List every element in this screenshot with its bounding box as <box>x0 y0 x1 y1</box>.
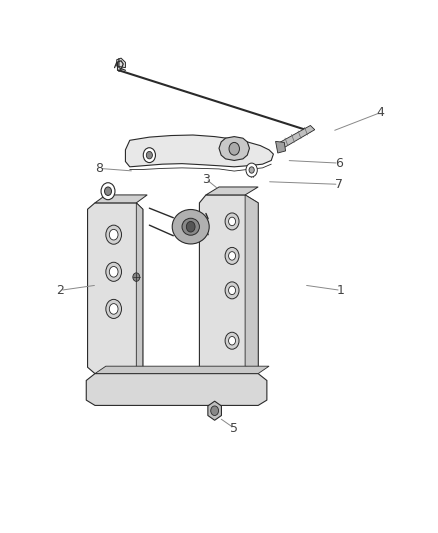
Polygon shape <box>206 187 258 195</box>
Polygon shape <box>276 141 286 153</box>
Polygon shape <box>199 195 258 381</box>
Circle shape <box>225 213 239 230</box>
Circle shape <box>229 217 236 225</box>
Text: 3: 3 <box>202 173 210 185</box>
Text: 2: 2 <box>56 284 64 297</box>
Circle shape <box>229 142 240 155</box>
Circle shape <box>110 229 118 240</box>
Circle shape <box>146 151 152 159</box>
Polygon shape <box>88 203 143 374</box>
Text: 6: 6 <box>335 157 343 169</box>
Polygon shape <box>136 203 143 374</box>
Circle shape <box>110 266 118 277</box>
Circle shape <box>229 336 236 345</box>
Circle shape <box>101 183 115 200</box>
Circle shape <box>105 187 112 196</box>
Polygon shape <box>245 195 258 373</box>
Circle shape <box>106 225 121 244</box>
Ellipse shape <box>172 209 209 244</box>
Circle shape <box>225 332 239 349</box>
Circle shape <box>133 273 140 281</box>
Circle shape <box>106 262 121 281</box>
Polygon shape <box>219 136 250 160</box>
Polygon shape <box>95 195 147 203</box>
Polygon shape <box>125 135 273 167</box>
Polygon shape <box>278 125 315 149</box>
Text: 8: 8 <box>95 162 103 175</box>
Polygon shape <box>95 366 269 374</box>
Circle shape <box>225 282 239 299</box>
Text: 1: 1 <box>337 284 345 297</box>
Polygon shape <box>208 401 222 420</box>
Polygon shape <box>86 374 267 406</box>
Circle shape <box>186 221 195 232</box>
Circle shape <box>143 148 155 163</box>
Circle shape <box>249 167 254 173</box>
Circle shape <box>229 252 236 260</box>
Circle shape <box>246 163 257 177</box>
Ellipse shape <box>182 218 199 235</box>
Text: 4: 4 <box>376 106 384 119</box>
Circle shape <box>110 304 118 314</box>
Circle shape <box>229 286 236 295</box>
Circle shape <box>225 247 239 264</box>
Text: 7: 7 <box>335 178 343 191</box>
Text: 5: 5 <box>230 422 238 435</box>
Polygon shape <box>117 58 125 68</box>
Circle shape <box>211 406 219 416</box>
Circle shape <box>106 300 121 318</box>
